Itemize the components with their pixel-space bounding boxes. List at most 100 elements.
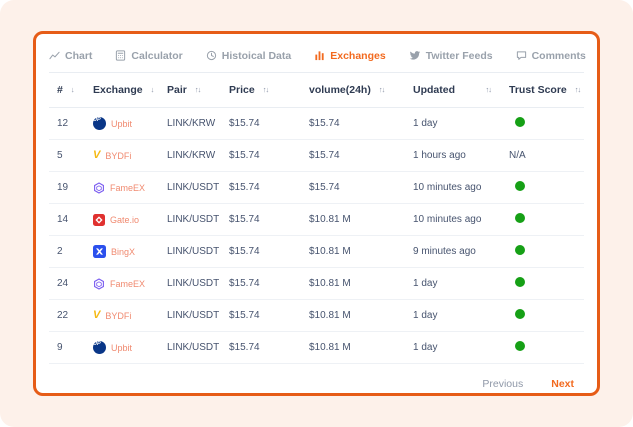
pair-cell: LINK/USDT xyxy=(167,278,220,289)
exchange-logo xyxy=(93,277,105,290)
exchange-cell[interactable]: FameEX xyxy=(93,277,167,290)
sort-icon[interactable]: ↑↓ xyxy=(262,85,269,95)
column-header-price[interactable]: Price ↑↓ xyxy=(229,84,269,96)
tab-twitter-feeds[interactable]: Twitter Feeds xyxy=(409,50,493,62)
table-row: 2 BingX LINK/USDT $15.74 $10.81 M 9 minu… xyxy=(49,236,584,268)
trust-score-cell xyxy=(509,213,584,226)
trust-score-dot xyxy=(515,309,525,319)
trust-score-na: N/A xyxy=(509,150,526,161)
tab-label: Twitter Feeds xyxy=(425,49,493,62)
tab-historical-data[interactable]: Histoical Data xyxy=(206,50,291,62)
column-header-trust-score[interactable]: Trust Score ↑↓ xyxy=(509,84,581,96)
exchange-logo xyxy=(93,181,105,194)
updated-cell: 10 minutes ago xyxy=(413,214,482,225)
tab-label: Comments xyxy=(531,49,586,62)
volume-cell: $10.81 M xyxy=(309,246,351,257)
exchange-cell[interactable]: V BYDFi xyxy=(93,150,167,161)
column-header-exchange[interactable]: Exchange ↓ xyxy=(93,84,155,96)
tab-chart[interactable]: Chart xyxy=(49,50,92,62)
exchange-cell[interactable]: UP Upbit xyxy=(93,117,167,130)
price-cell: $15.74 xyxy=(229,278,260,289)
exchange-cell[interactable]: BingX xyxy=(93,245,167,258)
sort-icon[interactable]: ↑↓ xyxy=(378,85,385,95)
exchange-logo xyxy=(93,245,106,258)
pair-cell: LINK/USDT xyxy=(167,182,220,193)
price-cell: $15.74 xyxy=(229,118,260,129)
rank-cell: 14 xyxy=(57,214,69,225)
tab-label: Exchanges xyxy=(330,49,386,62)
exchange-logo: UP xyxy=(93,341,106,354)
updated-cell: 1 hours ago xyxy=(413,150,466,161)
rank-cell: 5 xyxy=(57,150,63,161)
sort-icon[interactable]: ↑↓ xyxy=(485,85,492,95)
exchange-name[interactable]: Upbit xyxy=(111,342,133,353)
table-header-row: # ↓ Exchange ↓ Pair ↑↓ Price ↑↓ volume(24h) ↑… xyxy=(49,73,584,108)
exchange-cell[interactable]: FameEX xyxy=(93,181,167,194)
exchange-name[interactable]: FameEX xyxy=(110,182,146,193)
exchange-cell[interactable]: V BYDFi xyxy=(93,310,167,321)
exchange-logo: UP xyxy=(93,117,106,130)
exchange-name[interactable]: Upbit xyxy=(111,118,133,129)
volume-cell: $10.81 M xyxy=(309,214,351,225)
trust-score-cell: N/A xyxy=(509,150,584,161)
previous-button[interactable]: Previous xyxy=(482,378,524,390)
tab-label: Chart xyxy=(65,49,93,62)
trust-score-dot xyxy=(515,277,525,287)
table-row: 22 V BYDFi LINK/USDT $15.74 $10.81 M 1 d… xyxy=(49,300,584,332)
updated-cell: 10 minutes ago xyxy=(413,182,482,193)
table-row: 12 UP Upbit LINK/KRW $15.74 $15.74 1 day xyxy=(49,108,584,140)
price-cell: $15.74 xyxy=(229,150,260,161)
volume-cell: $15.74 xyxy=(309,150,340,161)
table-row: 5 V BYDFi LINK/KRW $15.74 $15.74 1 hours… xyxy=(49,140,584,172)
twitter-bird-icon xyxy=(409,51,420,60)
updated-cell: 1 day xyxy=(413,310,438,321)
bar-chart-icon xyxy=(315,51,324,61)
exchange-name[interactable]: BYDFi xyxy=(105,150,132,161)
history-clock-icon xyxy=(206,50,216,61)
trust-score-cell xyxy=(509,277,584,290)
trust-score-dot xyxy=(515,245,525,255)
exchange-name[interactable]: Gate.io xyxy=(110,214,140,225)
trust-score-cell xyxy=(509,341,584,354)
volume-cell: $10.81 M xyxy=(309,310,351,321)
updated-cell: 1 day xyxy=(413,342,438,353)
exchange-name[interactable]: BingX xyxy=(111,246,136,257)
rank-cell: 22 xyxy=(57,310,69,321)
exchange-table-body: 12 UP Upbit LINK/KRW $15.74 $15.74 1 day… xyxy=(49,108,584,364)
sort-icon[interactable]: ↑↓ xyxy=(194,85,201,95)
column-header-pair[interactable]: Pair ↑↓ xyxy=(167,84,201,96)
exchange-cell[interactable]: Gate.io xyxy=(93,213,167,226)
trust-score-cell xyxy=(509,117,584,130)
pair-cell: LINK/USDT xyxy=(167,246,220,257)
pair-cell: LINK/KRW xyxy=(167,118,216,129)
sort-icon[interactable]: ↓ xyxy=(70,85,75,95)
exchange-cell[interactable]: UP Upbit xyxy=(93,341,167,354)
column-header-updated[interactable]: Updated ↑↓ xyxy=(413,84,492,96)
table-row: 24 FameEX LINK/USDT $15.74 $10.81 M 1 da… xyxy=(49,268,584,300)
tab-comments[interactable]: Comments xyxy=(516,50,586,62)
exchange-name[interactable]: FameEX xyxy=(110,278,146,289)
rank-cell: 2 xyxy=(57,246,63,257)
trust-score-dot xyxy=(515,213,525,223)
rank-cell: 19 xyxy=(57,182,69,193)
exchange-name[interactable]: BYDFi xyxy=(105,310,132,321)
volume-cell: $15.74 xyxy=(309,118,340,129)
tab-exchanges[interactable]: Exchanges xyxy=(314,49,386,62)
exchange-logo: V xyxy=(93,309,101,321)
line-chart-icon xyxy=(49,51,60,60)
exchange-logo xyxy=(93,213,105,226)
sort-icon[interactable]: ↑↓ xyxy=(574,85,581,95)
exchanges-widget-card: Chart Calculator Histoical Data Exchange… xyxy=(33,31,600,396)
exchange-logo: V xyxy=(93,149,101,161)
pair-cell: LINK/USDT xyxy=(167,342,220,353)
tab-calculator[interactable]: Calculator xyxy=(115,50,183,62)
pair-cell: LINK/USDT xyxy=(167,214,220,225)
column-header-volume[interactable]: volume(24h) ↑↓ xyxy=(309,84,385,96)
column-header-rank[interactable]: # ↓ xyxy=(57,84,75,96)
trust-score-dot xyxy=(515,341,525,351)
next-button[interactable]: Next xyxy=(551,378,574,390)
volume-cell: $15.74 xyxy=(309,182,340,193)
sort-icon[interactable]: ↓ xyxy=(150,85,155,95)
rank-cell: 12 xyxy=(57,118,69,129)
price-cell: $15.74 xyxy=(229,246,260,257)
